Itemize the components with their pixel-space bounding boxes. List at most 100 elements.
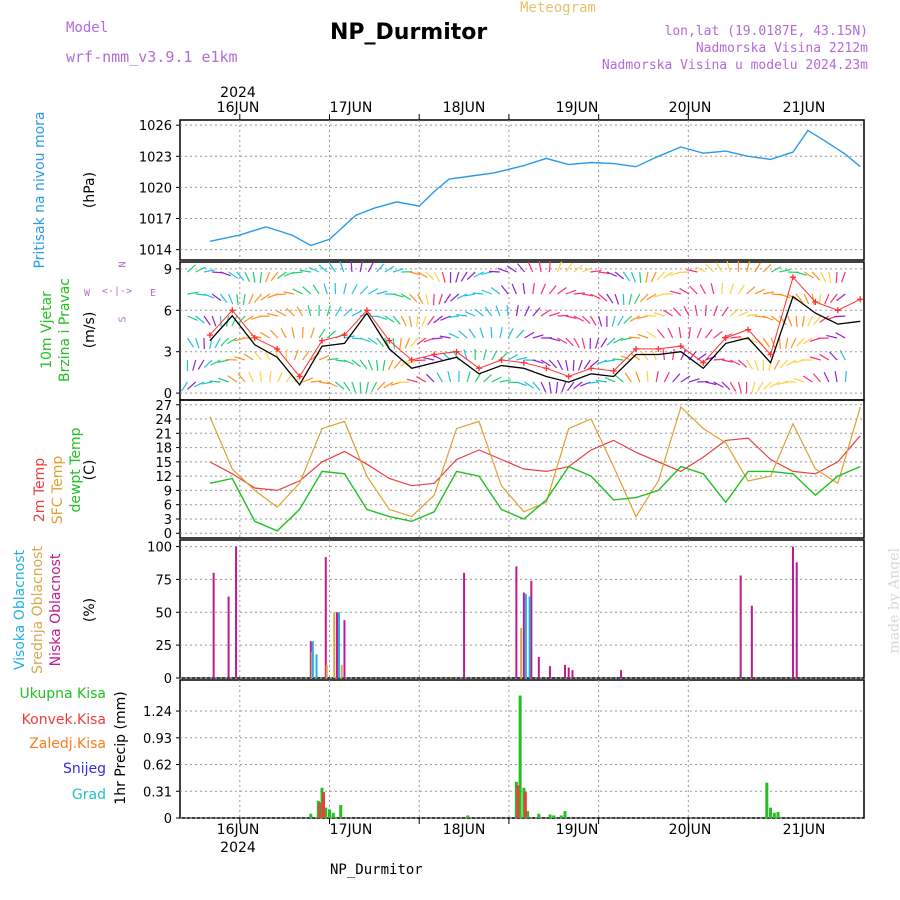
wind-barb xyxy=(203,359,213,369)
wind-barb xyxy=(312,284,320,295)
wind-barb xyxy=(721,359,733,363)
wind-barb xyxy=(630,352,641,361)
wind-barb xyxy=(326,330,336,339)
wind-barb xyxy=(440,315,451,321)
wind-barb xyxy=(614,271,625,280)
wind-barb xyxy=(710,283,715,295)
cloud-bar xyxy=(340,664,343,678)
wind-barb xyxy=(433,271,441,282)
wind-barb xyxy=(425,293,429,305)
wind-barb xyxy=(573,381,583,390)
wind-barb xyxy=(383,381,394,389)
wind-barb xyxy=(581,315,591,324)
wind-barb xyxy=(392,315,401,325)
precip-ytick-label: 0.62 xyxy=(143,759,172,774)
temp-ytick-label: 9 xyxy=(164,484,172,499)
wind-barb xyxy=(645,271,649,283)
bottom-year-label: 2024 xyxy=(220,840,256,856)
wind-barb xyxy=(573,292,585,295)
wind-barb xyxy=(762,315,774,321)
cloud-bar xyxy=(791,546,794,678)
precip-bar xyxy=(548,814,552,818)
wind-barb xyxy=(737,381,742,393)
cloud-bar xyxy=(520,628,523,678)
wind-barb xyxy=(549,311,560,317)
wind-barb xyxy=(211,315,217,327)
temp-ytick-label: 15 xyxy=(155,456,172,471)
pressure-ytick-label: 1014 xyxy=(139,244,172,259)
wind-barb xyxy=(384,315,395,323)
wind-barb xyxy=(532,283,535,295)
wind-barb xyxy=(472,292,484,295)
wind-barb xyxy=(482,349,487,361)
wind-barb xyxy=(260,293,271,301)
wind-barb xyxy=(408,315,413,327)
gust-marker xyxy=(431,351,438,358)
wind-barb xyxy=(776,381,788,386)
wind-barb xyxy=(425,373,435,383)
wind-barb xyxy=(392,337,396,349)
wind-barb xyxy=(376,359,379,372)
precip-ytick-label: 0.93 xyxy=(143,732,172,747)
wind-barb xyxy=(639,293,649,303)
top-date-20jun: 20JUN xyxy=(668,100,712,116)
wind-barb xyxy=(438,293,443,305)
wind-barb xyxy=(729,359,741,366)
wind-barb xyxy=(637,315,649,320)
wind-barb xyxy=(565,289,577,295)
wind-barb xyxy=(769,381,780,388)
wind-barb xyxy=(634,293,641,304)
wind-barb xyxy=(491,376,502,383)
wind-barb xyxy=(802,375,813,383)
wind-barb xyxy=(667,327,674,339)
cloud-bar xyxy=(325,664,328,678)
pressure-ytick-label: 1020 xyxy=(139,181,172,196)
wind-barb xyxy=(809,356,821,361)
wind-barb xyxy=(307,305,312,317)
wind-barb xyxy=(483,374,493,383)
wind-barb xyxy=(557,314,569,317)
wind-barb xyxy=(490,287,501,295)
wind-barb xyxy=(468,328,476,339)
wind-barb xyxy=(623,315,632,325)
model-label: Model xyxy=(66,20,109,36)
wind-barb xyxy=(738,310,749,317)
wind-barb xyxy=(265,271,271,283)
precip-bar xyxy=(552,815,556,818)
gust-marker xyxy=(386,337,393,344)
precip-bar xyxy=(563,811,567,818)
wind-barb xyxy=(596,359,608,366)
top-date-16jun: 16JUN xyxy=(216,100,260,116)
wind-barb xyxy=(587,381,599,384)
wind-barb xyxy=(598,315,603,327)
wind-barb xyxy=(688,327,691,339)
wind-barb xyxy=(762,263,772,273)
wind-barb xyxy=(573,337,580,348)
cloud-bar xyxy=(227,596,230,678)
top-date-17jun: 17JUN xyxy=(329,100,373,116)
gust-marker xyxy=(767,351,774,358)
gust-marker xyxy=(520,359,527,366)
wind-barb xyxy=(683,305,690,317)
gust-marker xyxy=(633,345,639,352)
wind-barb xyxy=(582,293,594,297)
wind-barb xyxy=(447,315,459,319)
wind-barb xyxy=(754,288,765,295)
wind-barb xyxy=(209,337,213,349)
wind-barb xyxy=(785,337,789,349)
wind-barb xyxy=(557,287,567,295)
wind-barb xyxy=(302,350,310,361)
precip-bar xyxy=(339,805,343,818)
wind-barb xyxy=(640,350,649,361)
wind-barb xyxy=(663,309,673,317)
wind-barb xyxy=(713,381,724,388)
wind-barb xyxy=(458,330,468,339)
wind-barb xyxy=(656,329,665,339)
wind-barb xyxy=(491,350,498,361)
wind-barb xyxy=(721,306,729,317)
wind-barb xyxy=(450,293,460,302)
wind-barb xyxy=(259,271,263,283)
bottom-date-16jun: 16JUN xyxy=(216,822,260,838)
gust-marker xyxy=(341,332,348,339)
wind-barb xyxy=(598,293,608,302)
